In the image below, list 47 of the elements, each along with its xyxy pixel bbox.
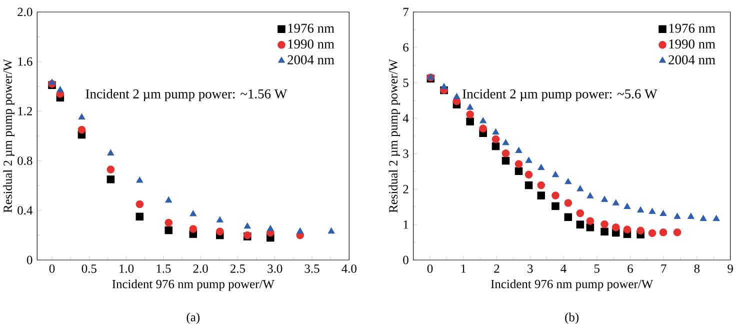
y-tick-label: 2 (403, 185, 408, 194)
x-tick-label: 3 (528, 264, 533, 273)
y-tick-label: 3 (403, 150, 408, 158)
y-axis-title: Residual 2 µm pump power/W (388, 59, 400, 213)
x-tick-label: 6 (628, 264, 633, 273)
y-tick-label: 7 (403, 8, 409, 16)
x-tick-label: 1 (461, 264, 466, 273)
x-tick-label: 4.0 (342, 264, 356, 273)
annotation: Incident 2 µm pump power: ~5.6 W (462, 88, 658, 102)
x-tick-label: 2.5 (230, 264, 246, 273)
legend-label: 1990 nm (669, 39, 716, 49)
x-axis-title: Incident 976 nm pump power/W (491, 279, 654, 291)
y-tick-label: 0.4 (18, 206, 33, 215)
legend-label: 1976 nm (669, 24, 716, 33)
x-tick-label: 5 (594, 264, 600, 273)
x-tick-label: 0 (427, 264, 433, 273)
x-tick-label: 2 (494, 264, 500, 273)
y-tick-label: 0 (403, 256, 408, 264)
y-tick-label: 0.8 (18, 156, 32, 166)
x-tick-label: 1.0 (120, 264, 134, 273)
y-tick-label: 1 (404, 220, 408, 229)
y-tick-label: 1.6 (18, 57, 32, 66)
x-tick-label: 3.5 (304, 264, 320, 273)
y-tick-label: 6 (403, 43, 409, 52)
y-tick-label: 1.2 (18, 106, 32, 116)
text: (a) (186, 312, 200, 324)
y-tick-label: 5 (403, 78, 408, 87)
legend-label: 1990 nm (288, 39, 334, 49)
y-axis-title: Residual 2 µm pump power/W (3, 59, 15, 213)
y-tick-label: 0 (26, 256, 32, 264)
y-tick-label: 4 (402, 114, 409, 122)
legend-label: 2004 nm (668, 55, 716, 64)
legend-label: 2004 nm (288, 55, 334, 64)
y-tick-label: 2.0 (18, 8, 32, 16)
text: (b) (565, 312, 579, 324)
x-tick-label: 1.5 (156, 264, 171, 273)
x-tick-label: 0 (49, 264, 55, 273)
x-axis-title: Incident 976 nm pump power/W (112, 280, 274, 291)
x-tick-label: 8 (694, 264, 700, 273)
x-tick-label: 0.5 (82, 264, 96, 273)
x-tick-label: 7 (661, 264, 666, 273)
legend-label: 1976 nm (288, 24, 334, 33)
x-tick-label: 9 (728, 264, 733, 273)
x-tick-label: 4 (560, 264, 566, 273)
annotation: Incident 2 µm pump power: ~1.56 W (86, 88, 288, 102)
x-tick-label: 2.0 (193, 264, 208, 273)
x-tick-label: 3.0 (268, 264, 282, 273)
